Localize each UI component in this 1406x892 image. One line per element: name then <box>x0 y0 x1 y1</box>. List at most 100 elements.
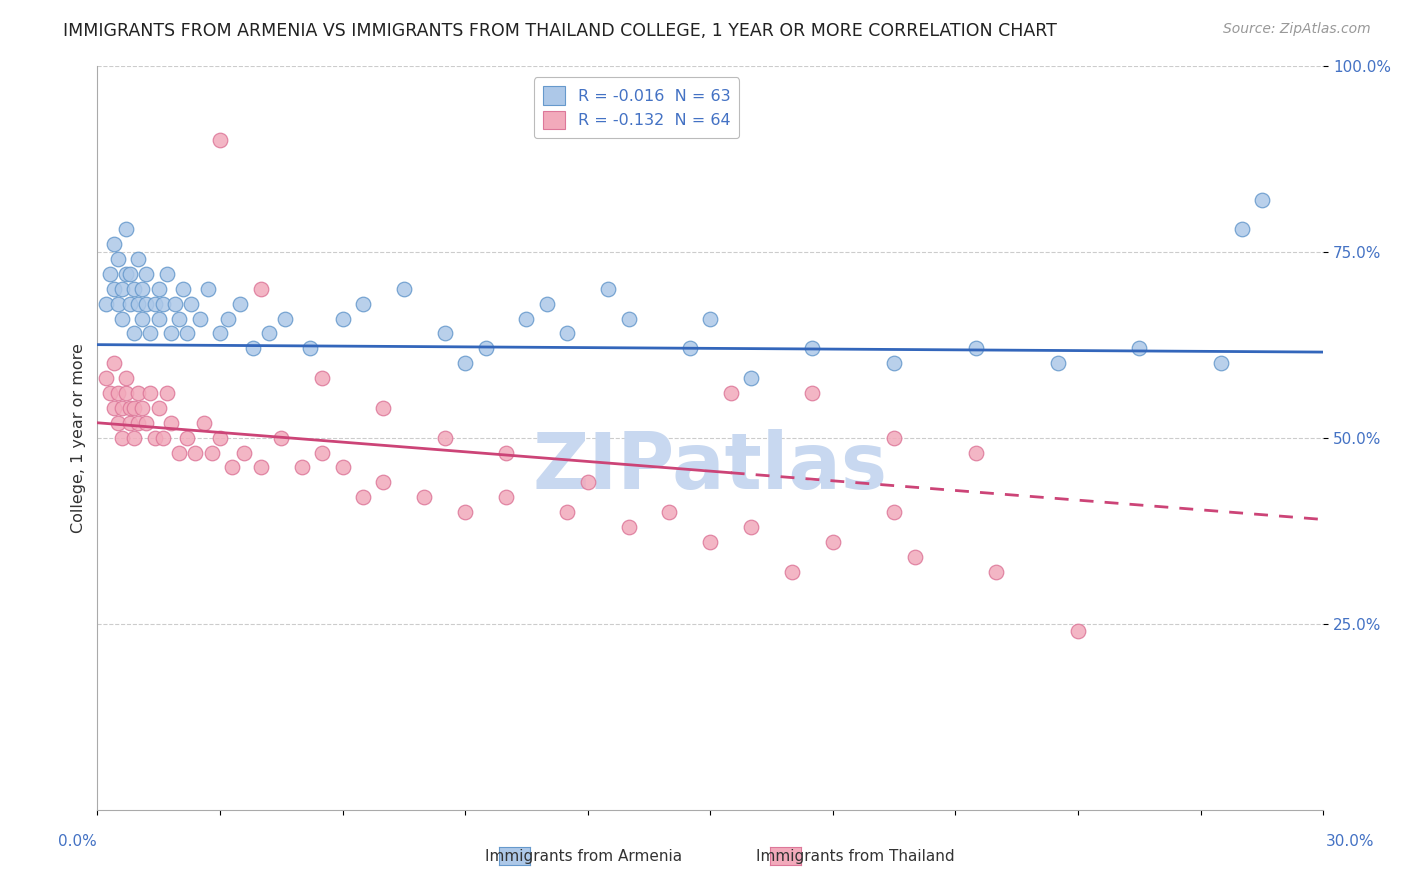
Point <box>172 282 194 296</box>
Point <box>156 386 179 401</box>
Point <box>801 342 824 356</box>
Point <box>160 416 183 430</box>
Point <box>332 311 354 326</box>
Point <box>454 505 477 519</box>
Point <box>740 520 762 534</box>
Point <box>111 401 134 415</box>
Point <box>131 401 153 415</box>
Point <box>221 460 243 475</box>
Point <box>883 505 905 519</box>
Point <box>555 505 578 519</box>
Point <box>107 386 129 401</box>
Point <box>184 445 207 459</box>
Point <box>883 356 905 370</box>
Point <box>188 311 211 326</box>
Point <box>454 356 477 370</box>
Point <box>986 565 1008 579</box>
Point <box>143 296 166 310</box>
Point <box>98 386 121 401</box>
Point <box>160 326 183 341</box>
Point <box>392 282 415 296</box>
Point <box>332 460 354 475</box>
Point <box>433 326 456 341</box>
Point <box>821 534 844 549</box>
Point <box>291 460 314 475</box>
Point <box>242 342 264 356</box>
Point <box>274 311 297 326</box>
Point <box>208 431 231 445</box>
Text: Immigrants from Thailand: Immigrants from Thailand <box>755 849 955 863</box>
Point <box>135 296 157 310</box>
Text: Source: ZipAtlas.com: Source: ZipAtlas.com <box>1223 22 1371 37</box>
Point <box>249 282 271 296</box>
Point <box>115 267 138 281</box>
Point <box>143 431 166 445</box>
Text: Immigrants from Armenia: Immigrants from Armenia <box>485 849 682 863</box>
Point <box>352 490 374 504</box>
Point <box>167 445 190 459</box>
Point <box>152 296 174 310</box>
Point <box>433 431 456 445</box>
Point <box>107 296 129 310</box>
Point <box>699 311 721 326</box>
Point <box>94 371 117 385</box>
Point <box>127 386 149 401</box>
Point <box>107 252 129 266</box>
Point <box>965 445 987 459</box>
Point <box>135 267 157 281</box>
Point <box>298 342 321 356</box>
Point <box>115 371 138 385</box>
Point <box>1230 222 1253 236</box>
Point <box>598 282 620 296</box>
Point <box>257 326 280 341</box>
Point <box>148 401 170 415</box>
Point <box>270 431 292 445</box>
Point <box>1251 193 1274 207</box>
Point <box>122 431 145 445</box>
Point <box>103 237 125 252</box>
Point <box>118 296 141 310</box>
Point <box>801 386 824 401</box>
Point <box>152 431 174 445</box>
Point <box>373 401 395 415</box>
Point <box>103 401 125 415</box>
Point <box>122 401 145 415</box>
Point <box>180 296 202 310</box>
Point <box>699 534 721 549</box>
Point <box>111 311 134 326</box>
Text: 30.0%: 30.0% <box>1326 834 1374 848</box>
Point <box>115 386 138 401</box>
Point <box>233 445 256 459</box>
Point <box>536 296 558 310</box>
Point <box>127 416 149 430</box>
Point <box>111 431 134 445</box>
Y-axis label: College, 1 year or more: College, 1 year or more <box>72 343 86 533</box>
Point <box>1067 624 1090 639</box>
Point <box>373 475 395 490</box>
Point <box>740 371 762 385</box>
Point <box>122 326 145 341</box>
Point <box>617 311 640 326</box>
Point <box>103 282 125 296</box>
Point <box>127 296 149 310</box>
Point <box>118 267 141 281</box>
Point <box>965 342 987 356</box>
Point <box>904 549 927 564</box>
Point <box>111 282 134 296</box>
Point <box>311 445 333 459</box>
Point <box>495 445 517 459</box>
Point <box>515 311 537 326</box>
Point <box>193 416 215 430</box>
Point <box>197 282 219 296</box>
Point <box>217 311 239 326</box>
Point <box>679 342 702 356</box>
Point <box>229 296 252 310</box>
Point <box>201 445 224 459</box>
Point <box>617 520 640 534</box>
Point <box>1046 356 1069 370</box>
Point <box>98 267 121 281</box>
Point <box>249 460 271 475</box>
Point <box>94 296 117 310</box>
Point <box>107 416 129 430</box>
Point <box>131 282 153 296</box>
